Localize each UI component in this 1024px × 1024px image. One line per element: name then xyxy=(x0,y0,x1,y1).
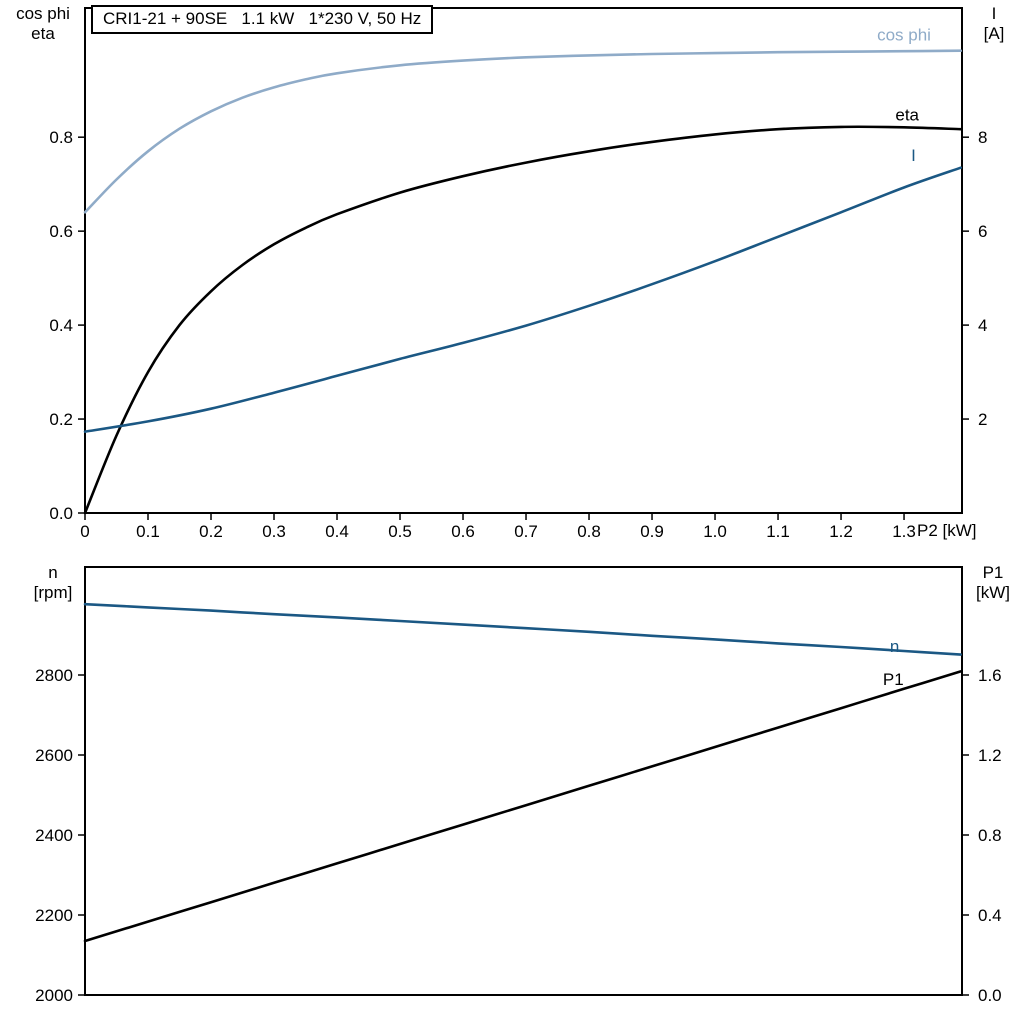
right-tick-label: 1.6 xyxy=(978,666,1002,685)
right-tick-label: 6 xyxy=(978,222,987,241)
top-right-axis-title-line1: I xyxy=(991,4,997,23)
right-tick-label: 1.2 xyxy=(978,746,1002,765)
x-axis-label: P2 [kW] xyxy=(917,521,977,540)
top-right-axis-title: I [A] xyxy=(969,4,1019,44)
x-tick-label: 0.5 xyxy=(388,522,412,541)
right-tick-label: 0.0 xyxy=(978,986,1002,1005)
x-tick-label: 0.2 xyxy=(199,522,223,541)
bottom-left-axis-title: n [rpm] xyxy=(20,563,86,603)
x-tick-label: 1.2 xyxy=(829,522,853,541)
left-tick-label: 2400 xyxy=(35,826,73,845)
left-tick-label: 2800 xyxy=(35,666,73,685)
top-left-axis-title-line2: eta xyxy=(31,24,55,43)
series-label-p1: P1 xyxy=(883,670,904,689)
x-tick-label: 0.8 xyxy=(577,522,601,541)
series-label-n: n xyxy=(890,637,899,656)
bottom-right-axis-title-line1: P1 xyxy=(982,563,1004,582)
left-tick-label: 0.6 xyxy=(49,222,73,241)
chart-title-box: CRI1-21 + 90SE 1.1 kW 1*230 V, 50 Hz xyxy=(91,5,434,34)
series-label-cos-phi: cos phi xyxy=(877,26,931,45)
bottom-left-axis-title-line2: [rpm] xyxy=(33,583,73,602)
top-right-axis-title-line2: [A] xyxy=(983,24,1005,43)
series-curve-p1 xyxy=(83,670,962,943)
bottom-right-axis-title-line2: [kW] xyxy=(976,583,1010,602)
left-tick-label: 2000 xyxy=(35,986,73,1005)
right-tick-label: 4 xyxy=(978,316,987,335)
x-tick-label: 1.3 xyxy=(892,522,916,541)
series-curve-n xyxy=(83,602,962,656)
x-tick-label: 0.7 xyxy=(514,522,538,541)
plot-border-bottom xyxy=(84,566,963,996)
plot-border-top xyxy=(84,7,963,514)
left-tick-label: 0.8 xyxy=(49,128,73,147)
left-tick-label: 2600 xyxy=(35,746,73,765)
right-tick-label: 0.4 xyxy=(978,906,1002,925)
x-tick-label: 1.1 xyxy=(766,522,790,541)
top-left-axis-title-line1: cos phi xyxy=(16,4,70,23)
series-label-eta: eta xyxy=(895,106,919,125)
x-tick-label: 0.9 xyxy=(640,522,664,541)
left-tick-label: 0.4 xyxy=(49,316,73,335)
x-tick-label: 0.6 xyxy=(451,522,475,541)
top-left-axis-title: cos phi eta xyxy=(6,4,80,44)
x-tick-label: 0 xyxy=(80,522,89,541)
x-tick-label: 0.3 xyxy=(262,522,286,541)
bottom-left-axis-title-line1: n xyxy=(48,563,58,582)
left-tick-label: 0.0 xyxy=(49,504,73,523)
x-tick-label: 1.0 xyxy=(703,522,727,541)
series-curve-cos-phi xyxy=(83,49,962,214)
bottom-right-axis-title: P1 [kW] xyxy=(964,563,1022,603)
series-curve-i xyxy=(83,166,962,433)
series-label-i: I xyxy=(911,146,916,165)
x-tick-label: 0.1 xyxy=(136,522,160,541)
x-tick-label: 0.4 xyxy=(325,522,349,541)
right-tick-label: 0.8 xyxy=(978,826,1002,845)
right-tick-label: 8 xyxy=(978,128,987,147)
series-curve-eta xyxy=(83,125,962,515)
left-tick-label: 2200 xyxy=(35,906,73,925)
right-tick-label: 2 xyxy=(978,410,987,429)
left-tick-label: 0.2 xyxy=(49,410,73,429)
